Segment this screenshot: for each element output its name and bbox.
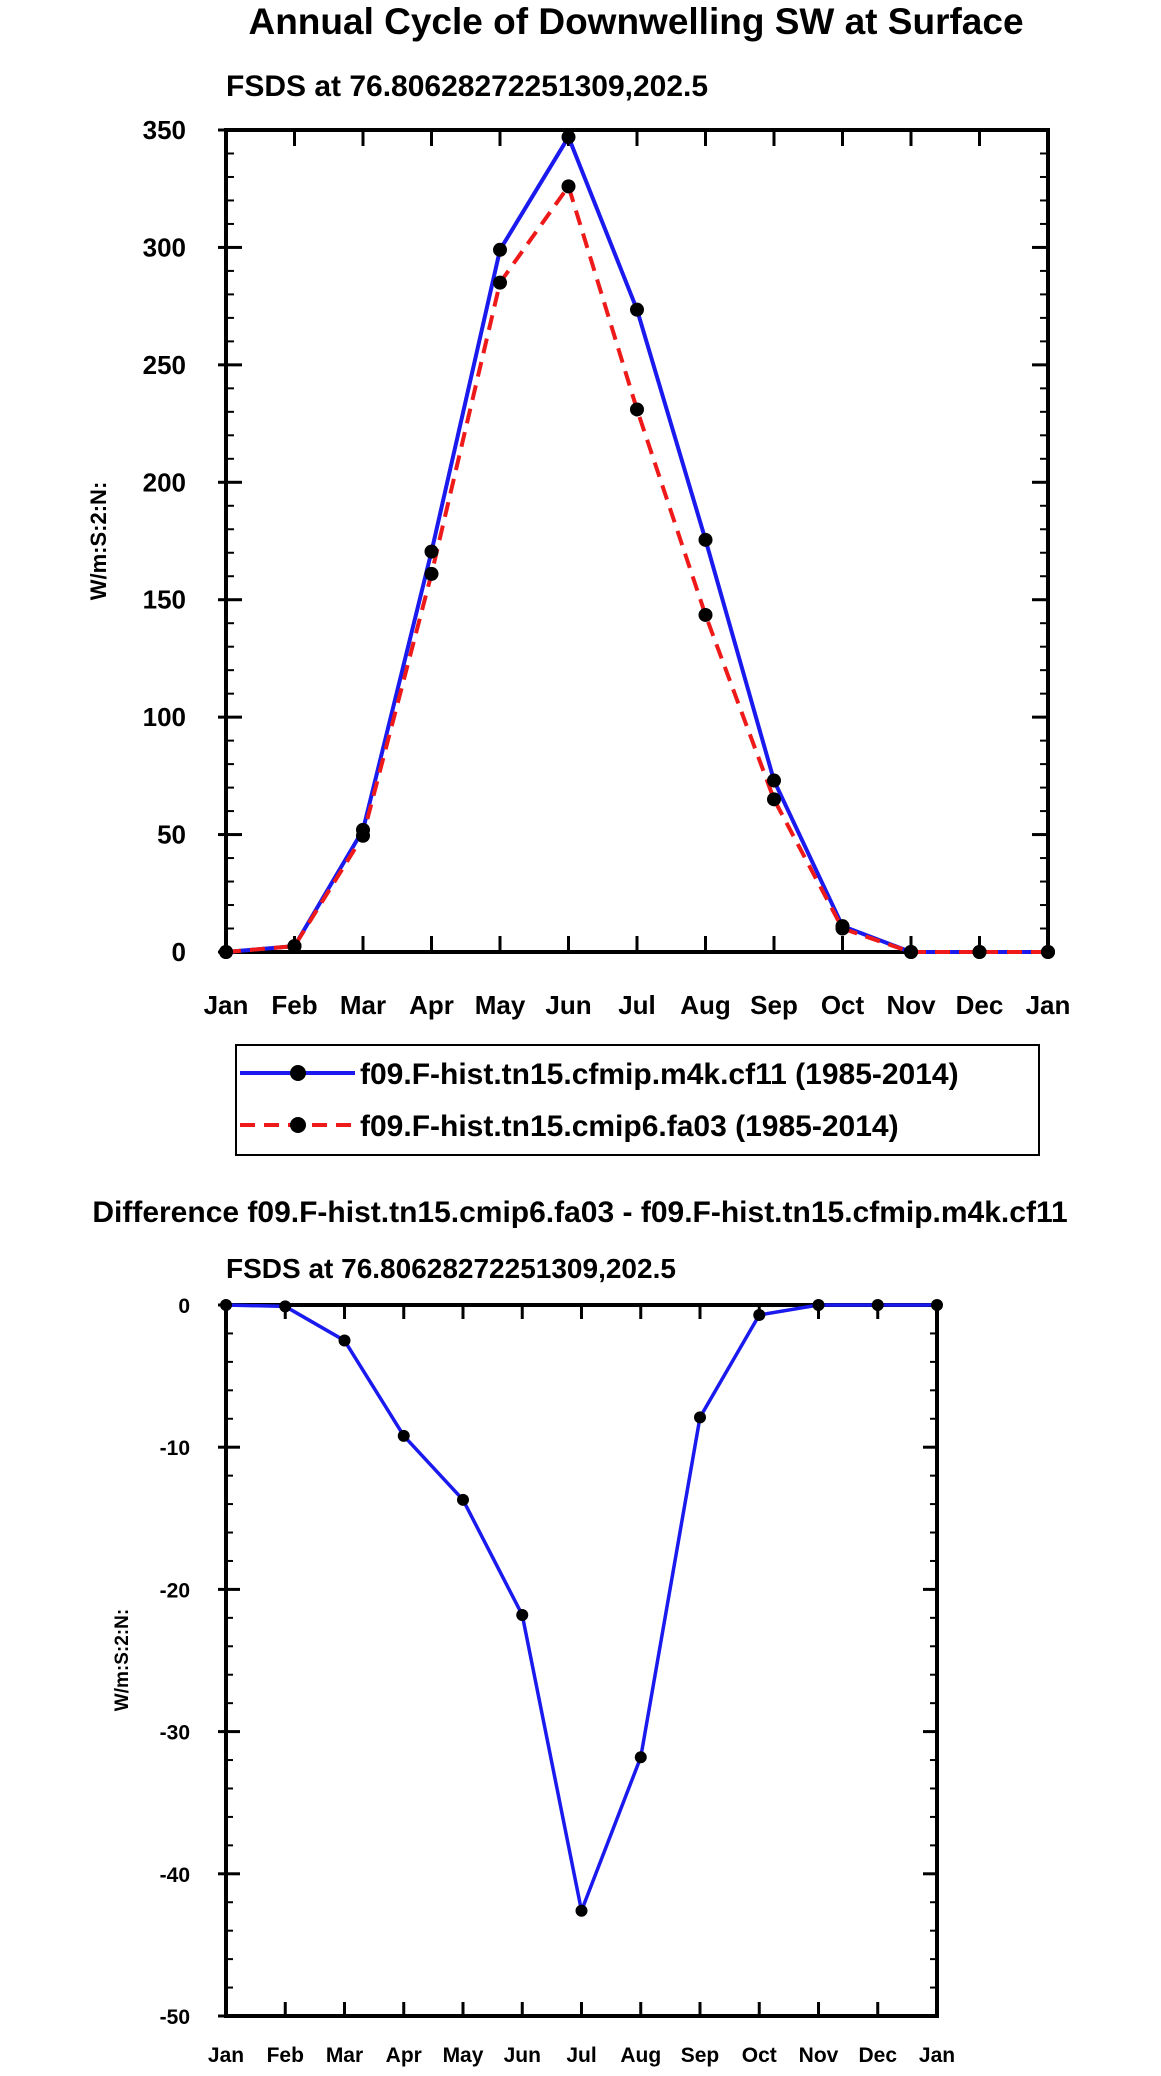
y-tick-label: -10 [160, 1437, 190, 1460]
legend-label-series-1: f09.F-hist.tn15.cfmip.m4k.cf11 (1985-201… [360, 1058, 959, 1091]
series-1-point [279, 1300, 292, 1313]
x-tick-label: Jan [919, 2044, 955, 2067]
x-tick-label: Jan [204, 990, 249, 1020]
x-tick-label: Oct [821, 990, 865, 1020]
y-tick-label: 50 [157, 820, 186, 850]
series-2-point [972, 945, 987, 959]
series-1-point [871, 1299, 884, 1311]
series-line-1 [225, 1303, 937, 1913]
chart1-subtitle: FSDS at 76.80628272251309,202.5 [226, 70, 708, 103]
legend-label-series-2: f09.F-hist.tn15.cmip6.fa03 (1985-2014) [360, 1110, 899, 1143]
series-1-point [694, 1411, 706, 1424]
x-tick-label: Dec [858, 2044, 897, 2067]
series-1-point [630, 302, 644, 317]
y-tick-label: 200 [143, 467, 186, 497]
series-2-point [493, 275, 507, 290]
series-2-point [767, 792, 781, 807]
x-tick-label: Oct [742, 2044, 777, 2067]
series-1-point [753, 1308, 766, 1321]
series-1-point [698, 532, 713, 547]
chart2-ylabel: W/m:S:2:N: [112, 1609, 133, 1711]
legend-marker-series-1 [290, 1065, 306, 1081]
series-1-point [634, 1751, 647, 1764]
series-2-point [698, 607, 713, 622]
series-1-point [457, 1493, 469, 1506]
legend-box [235, 1044, 1040, 1156]
series-2-point [287, 939, 302, 954]
y-tick-label: 150 [143, 585, 186, 615]
series-2-point [835, 921, 850, 936]
legend-marker-series-2 [290, 1117, 306, 1133]
x-tick-label: Sep [681, 2044, 720, 2067]
x-tick-label: Mar [326, 2044, 363, 2067]
series-1-point [338, 1334, 351, 1347]
series-1-point [516, 1608, 529, 1621]
x-tick-label: Jun [545, 990, 591, 1020]
series-line-2 [225, 184, 1048, 954]
series-1-point [812, 1299, 825, 1311]
chart2-subtitle: FSDS at 76.80628272251309,202.5 [226, 1253, 676, 1284]
series-1-point [397, 1429, 410, 1442]
x-tick-label: Aug [680, 990, 731, 1020]
y-tick-label: 100 [143, 702, 186, 732]
series-1-point [767, 773, 781, 788]
y-tick-label: 0 [178, 1295, 190, 1318]
series-1-point [424, 544, 439, 559]
series-2-point [356, 828, 370, 843]
x-tick-label: Apr [409, 990, 454, 1020]
series-2-point [630, 402, 644, 417]
chart2-plot: Jan Feb Mar Apr May Jun Jul Aug Sep Oct Nov Dec Jan 0… [160, 1295, 955, 2067]
x-tick-label: Jan [1026, 990, 1071, 1020]
x-tick-label: Nov [886, 990, 936, 1020]
x-tick-label: Nov [799, 2044, 839, 2067]
x-tick-label: Aug [620, 2044, 661, 2067]
chart1-plot: Jan Feb Mar Apr May Jun Jul Aug Sep Oct Nov Dec Jan 0… [143, 115, 1071, 1020]
series-2-point [219, 945, 233, 959]
series-1-point [493, 242, 507, 257]
chart1-title: Annual Cycle of Downwelling SW at Surfac… [248, 1, 1023, 42]
series-1-point [931, 1299, 943, 1311]
chart1-legend: f09.F-hist.tn15.cfmip.m4k.cf11 (1985-201… [235, 1044, 1040, 1156]
series-1-point [220, 1299, 232, 1311]
series-1-point [575, 1904, 588, 1917]
y-tick-label: -50 [160, 2006, 190, 2029]
y-tick-label: 350 [143, 115, 186, 145]
y-tick-label: 300 [143, 232, 186, 262]
y-tick-label: 250 [143, 350, 186, 380]
y-tick-label: 0 [172, 937, 186, 967]
chart1-frame [224, 128, 1050, 954]
x-tick-label: May [443, 2044, 484, 2067]
y-tick-label: -30 [160, 1722, 190, 1745]
x-tick-label: Jun [504, 2044, 541, 2067]
series-line-1 [225, 135, 1048, 954]
x-tick-label: Jan [208, 2044, 244, 2067]
y-tick-label: -20 [160, 1579, 190, 1602]
chart2-title: Difference f09.F-hist.tn15.cmip6.fa03 - … [92, 1196, 1067, 1229]
x-tick-label: Feb [267, 2044, 304, 2067]
x-tick-label: Jul [566, 2044, 596, 2067]
x-tick-label: May [475, 990, 526, 1020]
x-tick-label: Sep [750, 990, 798, 1020]
x-tick-label: Mar [340, 990, 386, 1020]
x-tick-label: Dec [956, 990, 1004, 1020]
x-tick-label: Feb [271, 990, 317, 1020]
series-2-point [561, 179, 576, 194]
series-2-point [424, 566, 439, 581]
chart1-ylabel: W/m:S:2:N: [86, 482, 111, 601]
y-tick-label: -40 [160, 1864, 190, 1887]
x-tick-label: Apr [386, 2044, 422, 2067]
series-2-point [904, 945, 918, 959]
series-2-point [1041, 945, 1055, 959]
x-tick-label: Jul [618, 990, 656, 1020]
series-1-point [561, 130, 576, 145]
